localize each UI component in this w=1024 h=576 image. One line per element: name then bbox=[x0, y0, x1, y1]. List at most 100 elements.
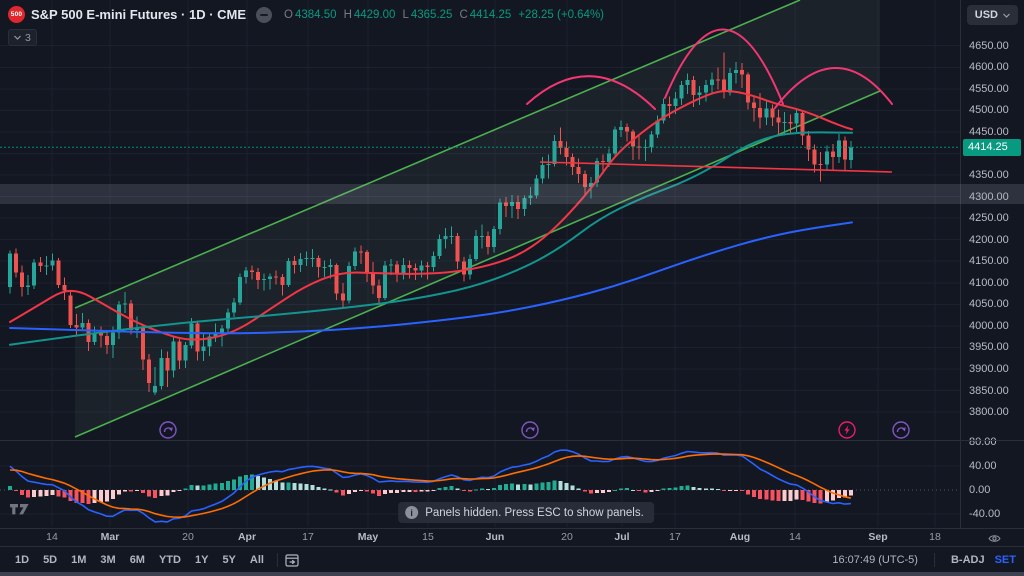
price-tick: 4550.00 bbox=[969, 82, 1009, 95]
channel-upper-line[interactable] bbox=[74, 0, 801, 309]
high-value: 4429.00 bbox=[353, 8, 396, 21]
chevron-down-icon bbox=[1003, 13, 1010, 18]
range-button-1d[interactable]: 1D bbox=[15, 553, 30, 566]
price-tick: 4450.00 bbox=[969, 125, 1009, 138]
range-button-ytd[interactable]: YTD bbox=[158, 553, 181, 566]
range-button-1y[interactable]: 1Y bbox=[194, 553, 209, 566]
time-tick: 15 bbox=[422, 531, 434, 543]
jump-event-icon[interactable] bbox=[892, 421, 910, 439]
chart-canvas[interactable] bbox=[0, 0, 960, 528]
range-button-1m[interactable]: 1M bbox=[71, 553, 87, 566]
price-tick: 4600.00 bbox=[969, 61, 1009, 74]
price-tick: 3950.00 bbox=[969, 341, 1009, 354]
range-button-3m[interactable]: 3M bbox=[100, 553, 116, 566]
jump-event-icon[interactable] bbox=[159, 421, 177, 439]
legend-collapse-button[interactable] bbox=[256, 6, 273, 23]
channel-lower-line[interactable] bbox=[74, 90, 881, 438]
ohlc-values: O 4384.50 H 4429.00 L 4365.25 C 4414.25 +28.… bbox=[284, 9, 604, 21]
indicator-tick: 80.00 bbox=[969, 436, 997, 448]
time-tick: Jul bbox=[614, 531, 630, 543]
go-to-date-button[interactable] bbox=[284, 552, 300, 568]
price-tick: 4650.00 bbox=[969, 39, 1009, 52]
indicator-tick: 40.00 bbox=[969, 460, 997, 472]
price-tick: 4250.00 bbox=[969, 212, 1009, 225]
change-value: +28.25 (+0.64%) bbox=[518, 8, 604, 21]
minus-icon bbox=[260, 13, 269, 16]
settlement-toggle[interactable]: SET bbox=[994, 553, 1016, 566]
currency-label: USD bbox=[974, 9, 998, 21]
price-tick: 4100.00 bbox=[969, 276, 1009, 289]
session-clock[interactable]: 16:07:49 (UTC-5) bbox=[832, 553, 918, 566]
bottom-toolbar: 1D 5D 1M 3M 6M YTD 1Y 5Y All 16:07:49 (UTC-5) B-… bbox=[0, 546, 1024, 572]
low-value: 4365.25 bbox=[410, 8, 453, 21]
hidden-indicators-count: 3 bbox=[25, 31, 31, 44]
hidden-indicators-chip[interactable]: 3 bbox=[8, 29, 37, 46]
slow-blue-ma[interactable] bbox=[9, 221, 853, 335]
pane-separator[interactable] bbox=[0, 440, 1024, 441]
symbol-logo: 500 bbox=[8, 6, 25, 23]
flash-event-icon[interactable] bbox=[838, 421, 856, 439]
high-label: H bbox=[343, 8, 352, 21]
range-button-5y[interactable]: 5Y bbox=[222, 553, 236, 566]
time-tick: Sep bbox=[868, 531, 888, 543]
symbol-title[interactable]: S&P 500 E-mini Futures · 1D · CME bbox=[31, 7, 247, 22]
time-tick: Aug bbox=[729, 531, 751, 543]
calendar-icon bbox=[285, 553, 299, 567]
arc-drawing-2[interactable] bbox=[664, 28, 784, 105]
open-label: O bbox=[284, 8, 293, 21]
indicator-tick: 0.00 bbox=[969, 484, 991, 496]
macd-indicator bbox=[8, 449, 853, 523]
grid bbox=[0, 0, 960, 527]
toast-message: Panels hidden. Press ESC to show panels. bbox=[425, 506, 644, 519]
price-tick: 4200.00 bbox=[969, 233, 1009, 246]
eye-icon[interactable] bbox=[988, 532, 1001, 545]
time-tick: Mar bbox=[100, 531, 120, 543]
close-value: 4414.25 bbox=[469, 8, 512, 21]
price-tick: 4350.00 bbox=[969, 169, 1009, 181]
time-tick: 14 bbox=[789, 531, 801, 543]
time-tick: Apr bbox=[237, 531, 257, 543]
price-tick: 4500.00 bbox=[969, 104, 1009, 117]
price-tick: 4000.00 bbox=[969, 319, 1009, 332]
price-tick: 3900.00 bbox=[969, 362, 1009, 375]
currency-dropdown[interactable]: USD bbox=[966, 5, 1018, 25]
time-tick: May bbox=[357, 531, 379, 543]
macd-line[interactable] bbox=[9, 449, 851, 523]
jump-event-icon[interactable] bbox=[521, 421, 539, 439]
bottom-edge-strip bbox=[0, 572, 1024, 576]
signal-line[interactable] bbox=[9, 453, 852, 519]
time-axis[interactable]: 14 Mar 20 Apr 17 May 15 Jun 20 Jul 17 Aug 14 Sep 18 bbox=[0, 528, 1024, 547]
panels-hidden-toast: i Panels hidden. Press ESC to show panel… bbox=[398, 502, 654, 523]
arc-drawing-3[interactable] bbox=[774, 67, 893, 109]
last-price-badge: 4414.25 bbox=[963, 138, 1021, 156]
low-label: L bbox=[402, 8, 409, 21]
trendline-drawing[interactable] bbox=[539, 161, 893, 173]
close-label: C bbox=[459, 8, 468, 21]
price-axis[interactable]: 4650.004600.004550.004500.004450.004400.… bbox=[960, 0, 1024, 528]
toolbar-divider bbox=[933, 552, 935, 567]
time-tick: 14 bbox=[46, 531, 58, 543]
adjustment-toggle[interactable]: B-ADJ bbox=[950, 553, 985, 566]
range-button-5d[interactable]: 5D bbox=[43, 553, 58, 566]
time-tick: 20 bbox=[182, 531, 194, 543]
arc-drawing-1[interactable] bbox=[526, 75, 656, 110]
time-tick: 17 bbox=[669, 531, 681, 543]
price-tick: 4300.00 bbox=[969, 190, 1009, 203]
range-button-6m[interactable]: 6M bbox=[129, 553, 145, 566]
tradingview-logo[interactable] bbox=[10, 504, 29, 515]
time-tick: 17 bbox=[302, 531, 314, 543]
time-tick: 18 bbox=[929, 531, 941, 543]
open-value: 4384.50 bbox=[294, 8, 337, 21]
range-button-all[interactable]: All bbox=[249, 553, 264, 566]
price-tick: 3850.00 bbox=[969, 384, 1009, 397]
time-tick: Jun bbox=[485, 531, 505, 543]
chevron-down-icon bbox=[14, 35, 21, 40]
price-tick: 4050.00 bbox=[969, 298, 1009, 311]
price-tick: 3800.00 bbox=[969, 406, 1009, 419]
time-tick: 20 bbox=[561, 531, 573, 543]
toolbar-divider bbox=[276, 552, 278, 567]
price-tick: 4150.00 bbox=[969, 255, 1009, 268]
mid-teal-ma[interactable] bbox=[9, 131, 853, 346]
